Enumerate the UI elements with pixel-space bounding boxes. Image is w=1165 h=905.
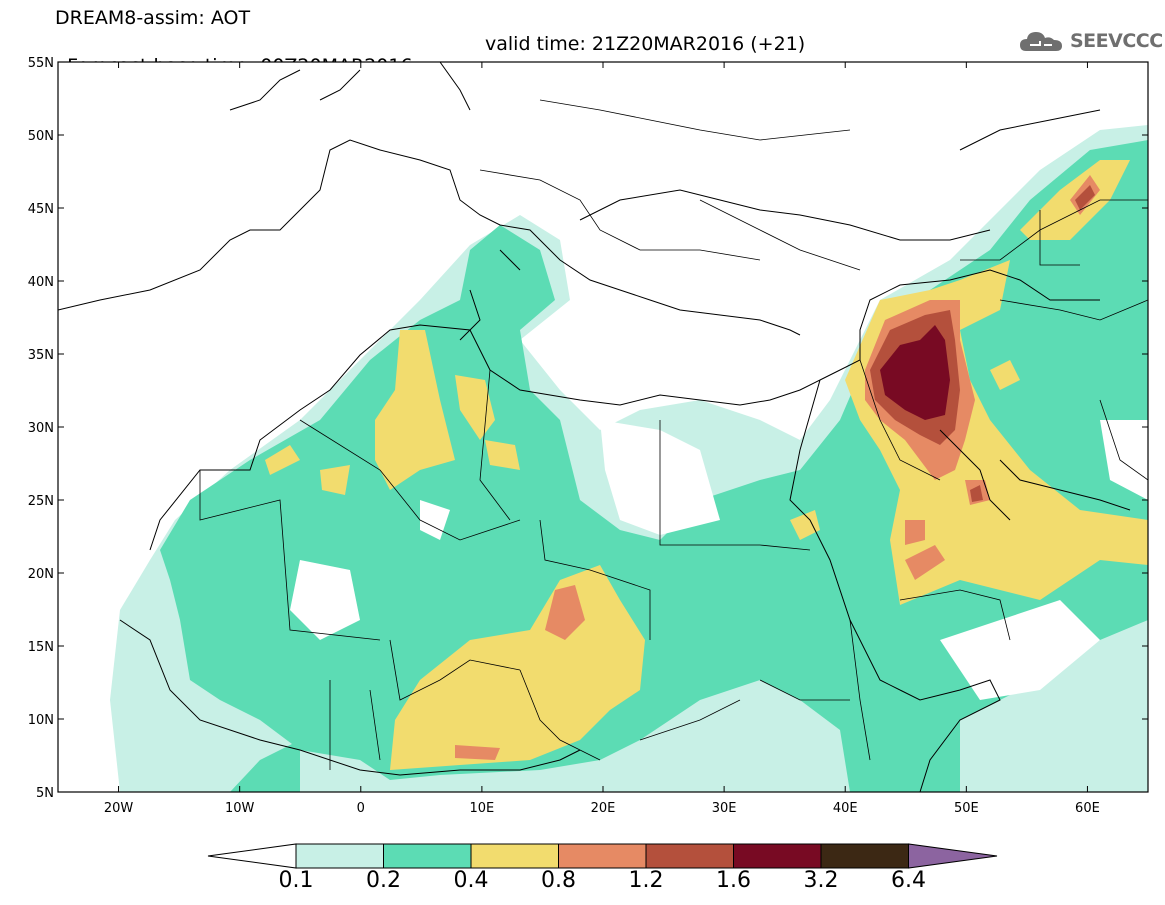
colorbar-swatch	[470, 843, 559, 869]
colorbar-min-arrow	[207, 843, 297, 869]
logo-text: SEEVCCC	[1070, 30, 1163, 52]
colorbar-label: 1.2	[628, 868, 664, 893]
colorbar	[207, 843, 998, 869]
lon-axis: 20W 10W 0 10E 20E 30E 40E 50E 60E	[104, 62, 1100, 816]
lat-tick-label: 50N	[28, 129, 54, 144]
colorbar-swatch	[733, 843, 822, 869]
lat-tick-label: 30N	[28, 421, 54, 436]
lon-tick-label: 30E	[712, 801, 737, 816]
colorbar-swatch	[645, 843, 734, 869]
lon-tick-label: 50E	[954, 801, 979, 816]
colorbar-label: 0.1	[278, 868, 314, 893]
lat-tick-label: 5N	[36, 786, 54, 801]
lon-tick-label: 0	[357, 801, 365, 816]
map-title: DREAM8-assim: AOT	[55, 7, 251, 29]
aot-level-0.2	[160, 140, 1148, 792]
lat-tick-label: 55N	[28, 56, 54, 71]
colorbar-label: 3.2	[803, 868, 839, 893]
cloud-icon	[1020, 32, 1062, 51]
lat-tick-label: 15N	[28, 640, 54, 655]
lat-tick-label: 20N	[28, 567, 54, 582]
colorbar-max-arrow	[908, 843, 998, 869]
colorbar-swatch	[558, 843, 647, 869]
lon-tick-label: 10E	[470, 801, 495, 816]
colorbar-swatch	[383, 843, 472, 869]
colorbar-label: 0.4	[453, 868, 489, 893]
seevccc-logo	[1018, 27, 1158, 57]
aot-clear-areas	[290, 420, 1148, 700]
lon-tick-label: 20W	[104, 801, 134, 816]
lat-tick-label: 45N	[28, 202, 54, 217]
lon-tick-label: 10W	[225, 801, 255, 816]
lon-tick-label: 40E	[833, 801, 858, 816]
aot-level-1.6	[880, 325, 950, 420]
colorbar-label: 0.8	[541, 868, 576, 893]
lat-tick-label: 35N	[28, 348, 54, 363]
lat-tick-label: 25N	[28, 494, 54, 509]
aot-contours	[58, 62, 1148, 792]
colorbar-label: 1.6	[716, 868, 751, 893]
lon-tick-label: 60E	[1075, 801, 1100, 816]
colorbar-label: 6.4	[891, 868, 926, 893]
lat-tick-label: 10N	[28, 713, 54, 728]
lon-tick-label: 20E	[591, 801, 616, 816]
coastlines	[58, 62, 1131, 792]
valid-time-text: valid time: 21Z20MAR2016 (+21)	[485, 33, 806, 55]
colorbar-swatch	[295, 843, 384, 869]
colorbar-swatch	[820, 843, 909, 869]
country-borders	[199, 99, 1148, 770]
colorbar-label: 0.2	[366, 868, 401, 893]
lat-tick-label: 40N	[28, 275, 54, 290]
lat-axis: 55N 50N 45N 40N 35N 30N 25N 20N 15N 10N 5N	[28, 56, 1148, 801]
